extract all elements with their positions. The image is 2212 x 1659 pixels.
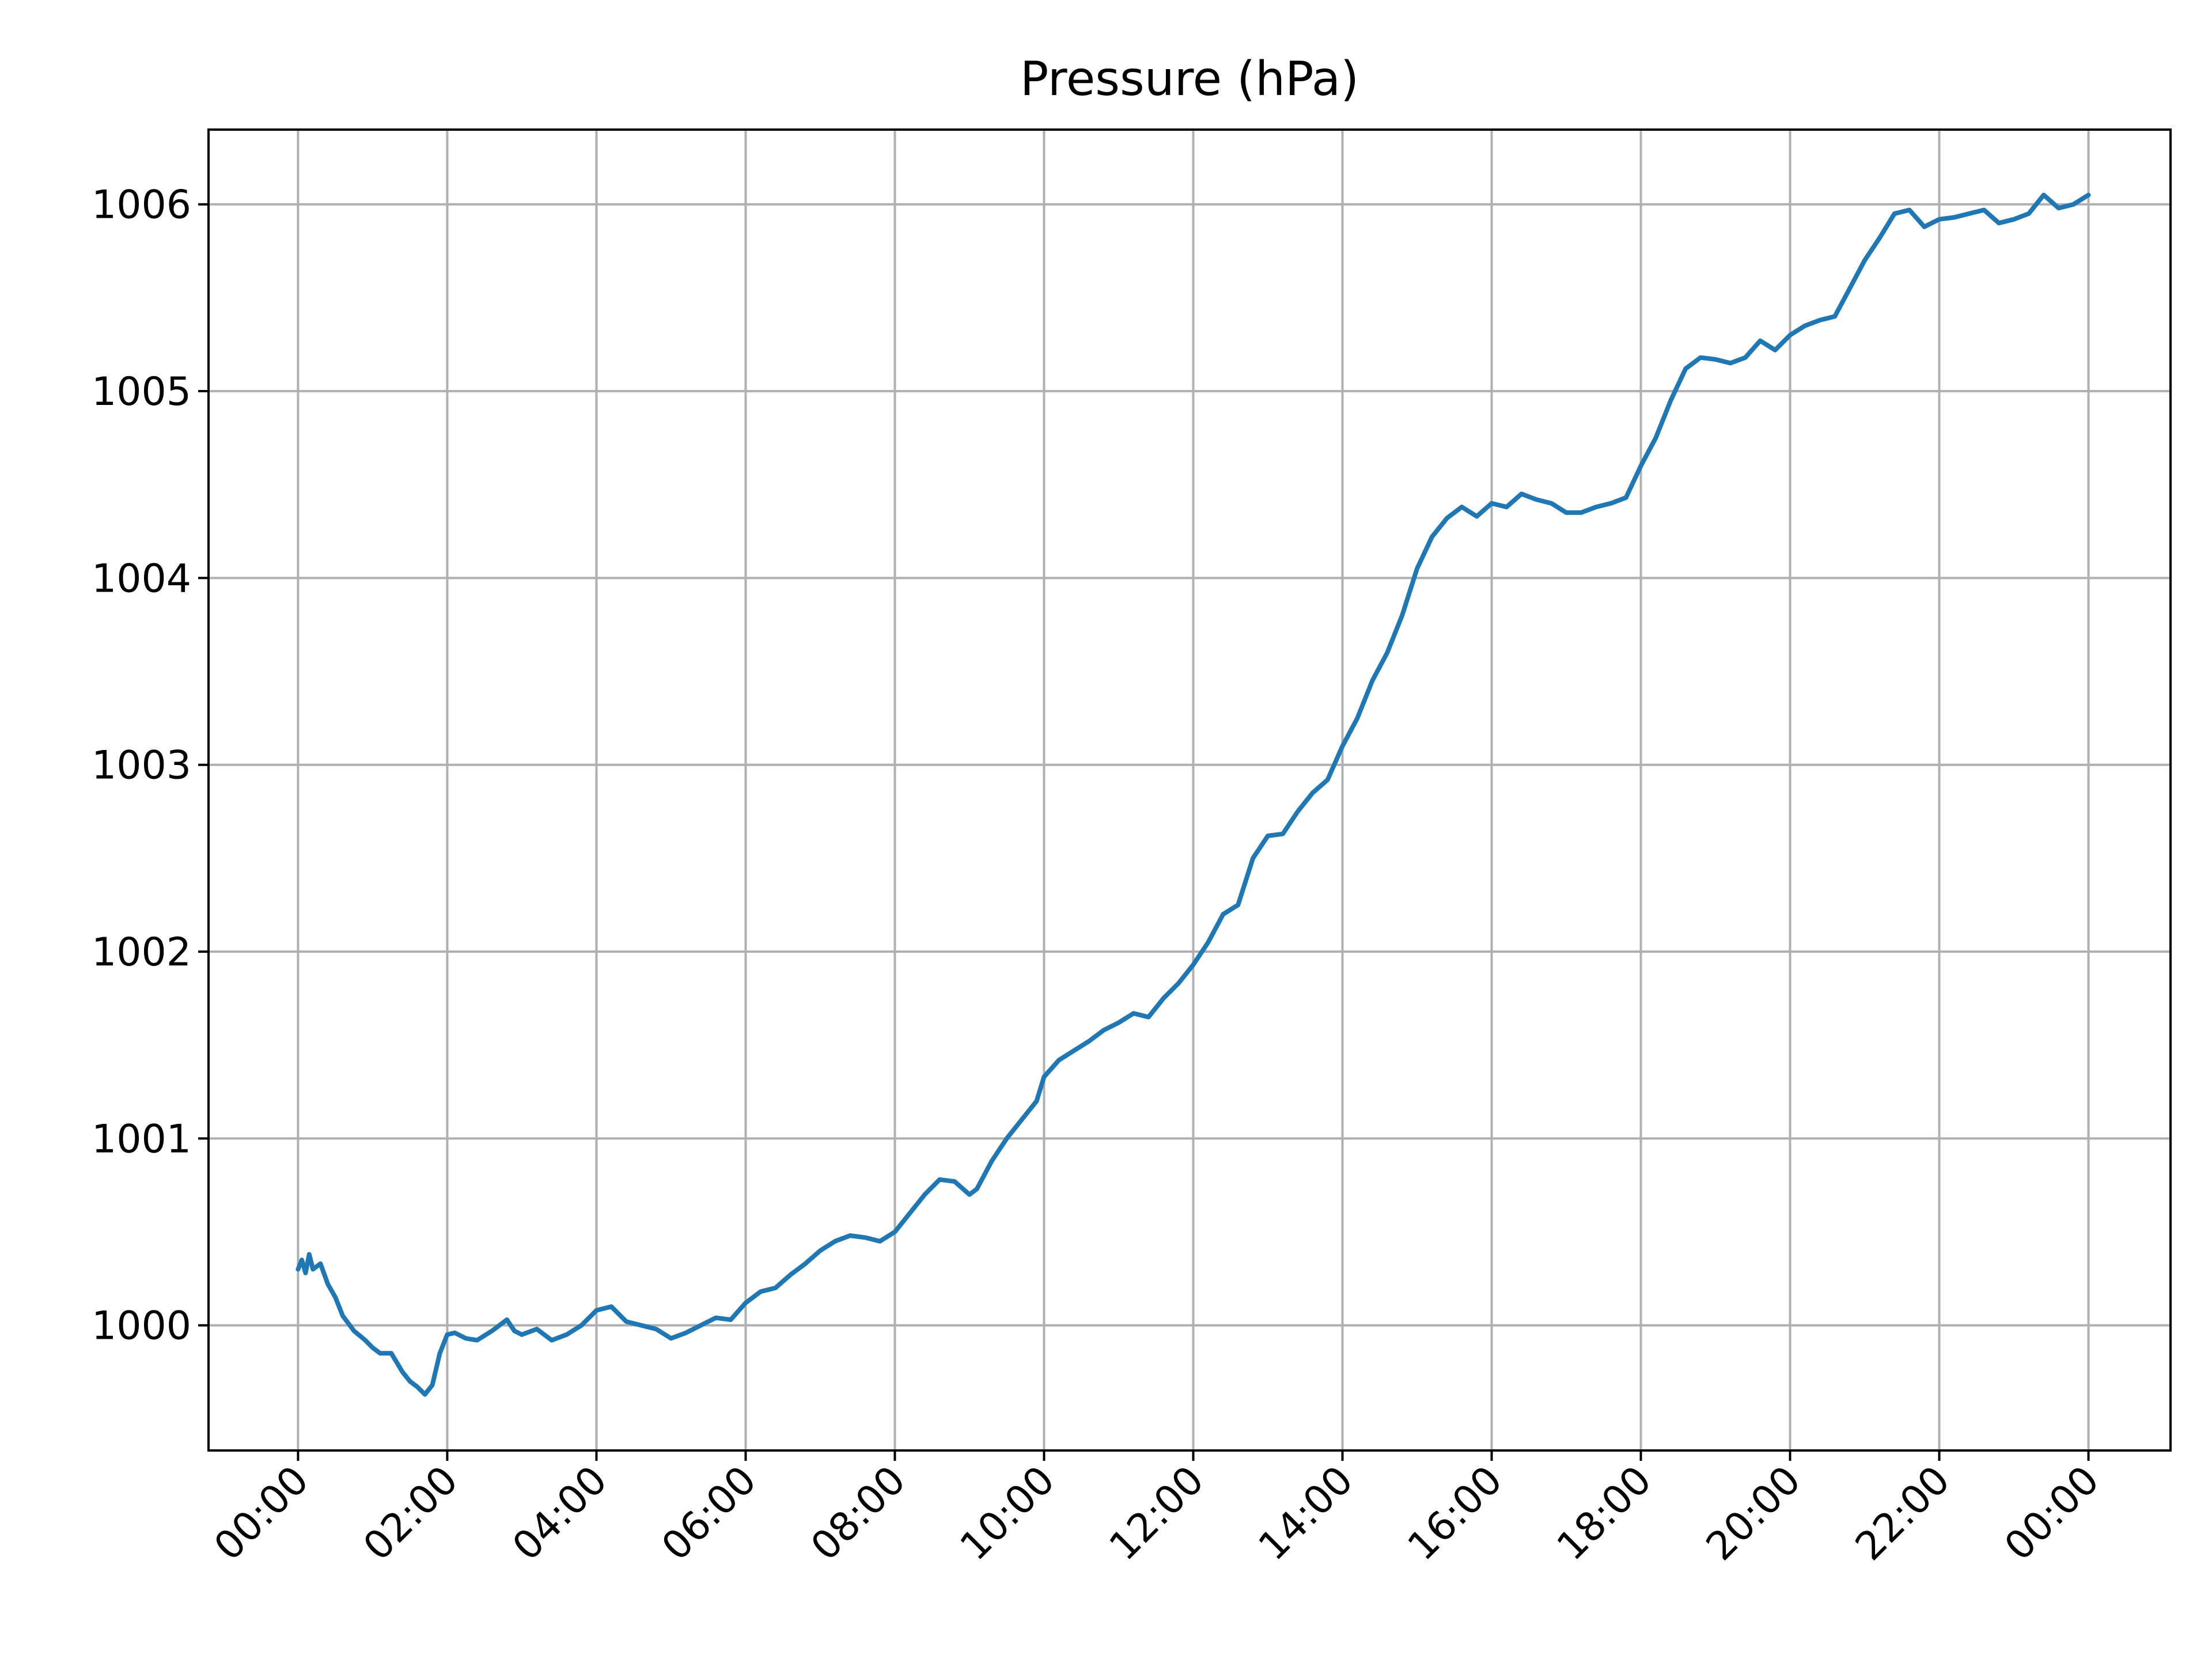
x-tick-label: 06:00: [653, 1457, 765, 1569]
x-tick-label: 12:00: [1101, 1457, 1213, 1569]
y-tick-label: 1002: [92, 930, 191, 975]
y-tick-label: 1004: [92, 556, 191, 601]
chart-title: Pressure (hPa): [1020, 52, 1359, 107]
x-tick-label: 20:00: [1698, 1457, 1809, 1569]
y-tick-label: 1003: [92, 743, 191, 789]
y-tick-label: 1005: [92, 369, 191, 415]
series-layer: [296, 192, 2091, 1397]
grid: [209, 130, 2171, 1450]
x-tick-label: 00:00: [1996, 1457, 2108, 1569]
x-tick-label: 02:00: [355, 1457, 467, 1569]
x-tick-label: 04:00: [504, 1457, 616, 1569]
x-tick-label: 16:00: [1399, 1457, 1511, 1569]
x-tick-label: 10:00: [952, 1457, 1063, 1569]
y-tick-label: 1001: [92, 1116, 191, 1162]
y-tick-label: 1006: [92, 183, 191, 228]
plot-area-frame: [207, 128, 2172, 1452]
y-tick-label: 1000: [92, 1304, 191, 1349]
x-tick-label: 08:00: [802, 1457, 914, 1569]
x-tick-label: 18:00: [1548, 1457, 1660, 1569]
x-tick-label: 14:00: [1250, 1457, 1362, 1569]
x-tick-label: 00:00: [206, 1457, 317, 1569]
x-tick-label: 22:00: [1847, 1457, 1959, 1569]
pressure-series-line: [296, 192, 2091, 1397]
